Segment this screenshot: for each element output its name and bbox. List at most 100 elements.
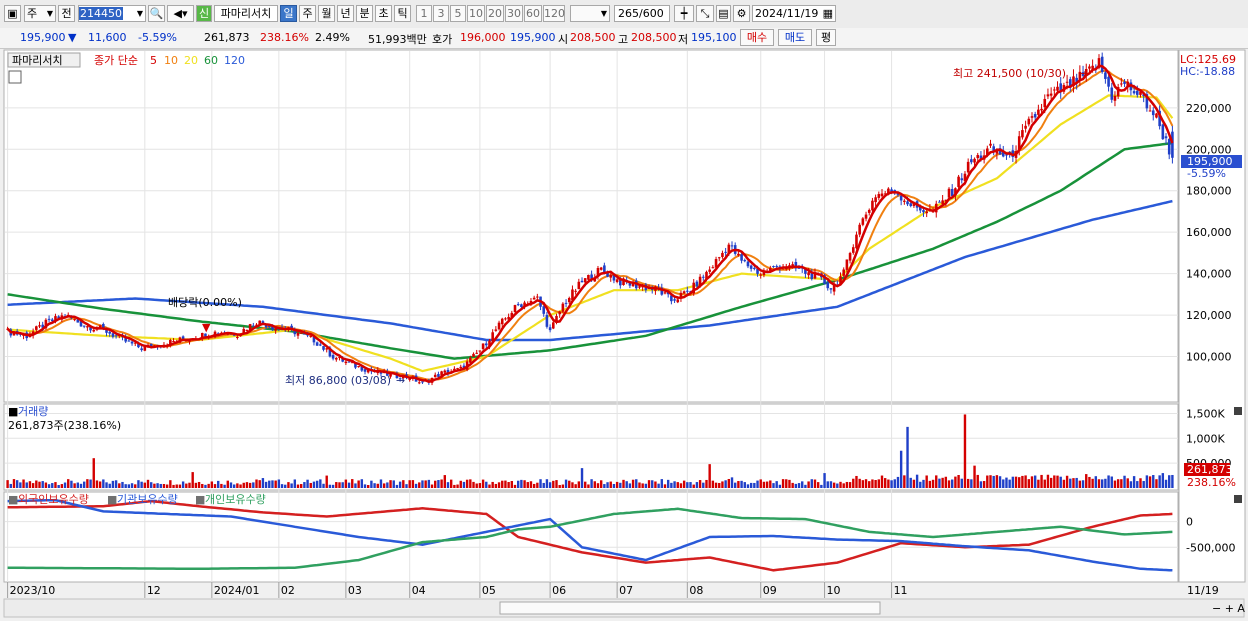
ma60-line xyxy=(7,141,1173,360)
volume-bar xyxy=(599,480,603,488)
speaker-icon[interactable]: ◀▾ xyxy=(167,5,194,22)
draw-tool-icon[interactable]: ⤡ xyxy=(696,5,714,22)
candle xyxy=(938,201,941,203)
scroll-thumb[interactable] xyxy=(499,601,881,615)
interval-button-60[interactable]: 60 xyxy=(524,5,542,22)
stock-name[interactable]: 파마리서치 xyxy=(214,5,278,22)
period-tab-6[interactable]: 틱 xyxy=(394,5,411,22)
candle xyxy=(855,234,858,249)
holdings-legend-item: 기관보유수량 xyxy=(117,493,178,506)
volume-bar xyxy=(360,479,364,488)
period-tab-5[interactable]: 초 xyxy=(375,5,392,22)
evaluate-button[interactable]: 평 xyxy=(816,29,836,46)
candle xyxy=(1136,90,1139,95)
dividend-annotation: 배당락(0.00%) xyxy=(168,296,242,309)
volume-bar xyxy=(459,480,462,488)
candle xyxy=(1068,79,1072,88)
volume-bar xyxy=(660,479,664,488)
sell-button[interactable]: 매도 xyxy=(778,29,812,46)
candle xyxy=(1145,94,1149,109)
close-icon[interactable] xyxy=(1234,407,1242,415)
buy-button[interactable]: 매수 xyxy=(740,29,774,46)
close-icon[interactable] xyxy=(1234,495,1242,503)
volume-bar xyxy=(274,480,277,488)
interval-dropdown[interactable]: ▼ xyxy=(570,5,610,22)
candle xyxy=(1027,118,1031,125)
volume-bar xyxy=(1155,479,1158,488)
candle xyxy=(590,274,593,281)
volume-bar xyxy=(883,478,887,488)
gear-icon[interactable]: ⚙ xyxy=(733,5,750,22)
view-button[interactable]: 전 xyxy=(58,5,75,22)
candle xyxy=(769,268,772,271)
volume-bar xyxy=(35,480,38,488)
x-tick-label: 11 xyxy=(894,584,908,597)
interval-button-3[interactable]: 3 xyxy=(433,5,449,22)
volume-bar xyxy=(44,482,48,488)
count-input[interactable]: 265/600 xyxy=(614,5,670,22)
date-input[interactable]: 2024/11/19 ▦ xyxy=(752,5,836,22)
legend-item: 60 xyxy=(204,54,218,67)
volume-bar xyxy=(485,481,488,488)
interval-button-1[interactable]: 1 xyxy=(416,5,432,22)
candle xyxy=(1104,72,1107,79)
interval-button-20[interactable]: 20 xyxy=(486,5,504,22)
turnover-pct: 2.49% xyxy=(315,31,350,44)
candle xyxy=(149,343,153,348)
volume-bar xyxy=(1139,478,1142,488)
code-input[interactable]: 214450 ▼ xyxy=(78,5,146,22)
candle xyxy=(552,322,555,329)
volume-bar xyxy=(1171,474,1174,488)
volume-bar xyxy=(976,474,979,488)
volume-bar xyxy=(478,483,482,488)
period-unit-select[interactable]: 주 ▼ xyxy=(24,5,56,22)
volume-bar xyxy=(1148,476,1152,488)
save-icon[interactable]: ▤ xyxy=(716,5,731,22)
volume-bar xyxy=(418,482,421,488)
candle xyxy=(299,332,303,334)
candle xyxy=(679,292,683,298)
volume-bar xyxy=(801,481,804,488)
volume-bar xyxy=(1085,474,1088,488)
candle xyxy=(717,257,721,259)
period-tab-3[interactable]: 년 xyxy=(337,5,354,22)
volume-bar xyxy=(906,426,909,488)
volume-bar xyxy=(1081,480,1085,488)
volume-bar xyxy=(1059,476,1062,488)
volume-bar xyxy=(1168,475,1171,488)
interval-button-10[interactable]: 10 xyxy=(467,5,485,22)
zoom-icons[interactable]: − + A xyxy=(1212,602,1245,615)
interval-button-30[interactable]: 30 xyxy=(505,5,523,22)
candle xyxy=(398,378,402,380)
volume-bar xyxy=(970,479,973,488)
search-icon[interactable]: 🔍 xyxy=(148,5,165,22)
panel-settings-icon[interactable] xyxy=(8,70,22,84)
x-tick-label: 03 xyxy=(348,584,362,597)
candle xyxy=(1116,86,1120,97)
period-tab-1[interactable]: 주 xyxy=(299,5,316,22)
window-menu-icon[interactable]: ▣ xyxy=(4,5,21,22)
volume-bar xyxy=(708,464,711,488)
interval-button-120[interactable]: 120 xyxy=(543,5,565,22)
period-tab-0[interactable]: 일 xyxy=(280,5,297,22)
period-tab-2[interactable]: 월 xyxy=(318,5,335,22)
period-tab-4[interactable]: 분 xyxy=(356,5,373,22)
volume-bar xyxy=(453,484,456,488)
volume-bar xyxy=(57,485,60,488)
chart-title: 파마리서치 xyxy=(12,54,63,67)
svg-text:■: ■ xyxy=(107,493,117,506)
candle xyxy=(615,279,619,282)
candle xyxy=(143,346,147,351)
candle-type-icon[interactable]: ┿ xyxy=(674,5,694,22)
candle xyxy=(500,318,504,325)
candle xyxy=(922,210,925,213)
volume-bar xyxy=(1069,478,1072,488)
candle xyxy=(1139,91,1142,95)
interval-button-5[interactable]: 5 xyxy=(450,5,466,22)
volume-bar xyxy=(1120,479,1123,488)
y-tick-label: 200,000 xyxy=(1186,143,1232,156)
volume-bar xyxy=(469,479,472,488)
volume-bar xyxy=(1129,481,1133,488)
volume-bar xyxy=(845,481,849,488)
